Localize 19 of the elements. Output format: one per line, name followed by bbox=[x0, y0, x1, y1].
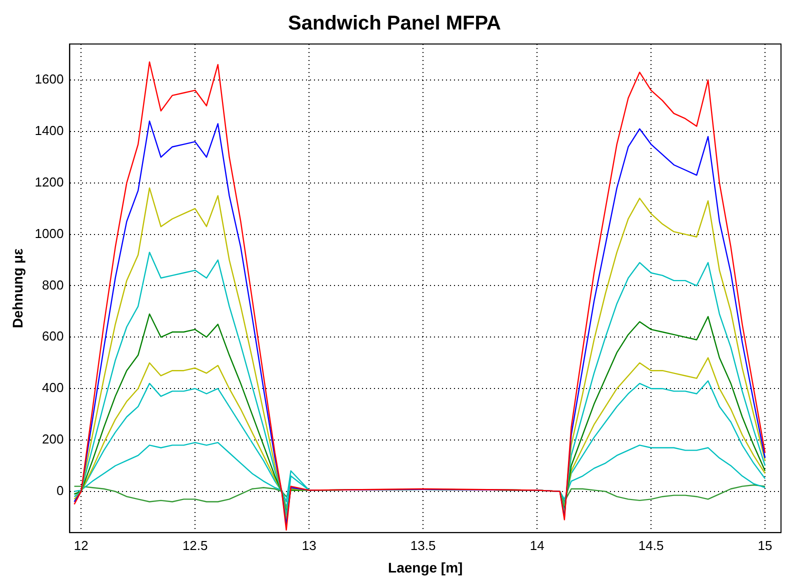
y-tick-label: 1400 bbox=[34, 123, 64, 138]
x-axis-title: Laenge [m] bbox=[388, 559, 463, 576]
x-tick-label: 14.5 bbox=[638, 538, 664, 553]
x-tick-label: 12.5 bbox=[182, 538, 208, 553]
chart-title: Sandwich Panel MFPA bbox=[288, 12, 501, 35]
y-tick-label: 0 bbox=[56, 483, 64, 498]
y-tick-label: 1000 bbox=[34, 226, 64, 241]
x-tick-label: 12 bbox=[74, 538, 88, 553]
x-tick-label: 13.5 bbox=[410, 538, 436, 553]
x-tick-label: 14 bbox=[530, 538, 544, 553]
y-tick-label: 600 bbox=[42, 328, 64, 344]
y-axis-title: Dehnung με bbox=[9, 248, 26, 328]
x-tick-label: 15 bbox=[758, 538, 772, 553]
y-tick-label: 1200 bbox=[34, 174, 64, 190]
y-tick-label: 200 bbox=[42, 432, 64, 447]
x-tick-label: 13 bbox=[302, 538, 316, 553]
y-tick-label: 1600 bbox=[34, 72, 64, 87]
y-tick-label: 800 bbox=[42, 277, 64, 292]
y-tick-label: 400 bbox=[42, 380, 64, 396]
